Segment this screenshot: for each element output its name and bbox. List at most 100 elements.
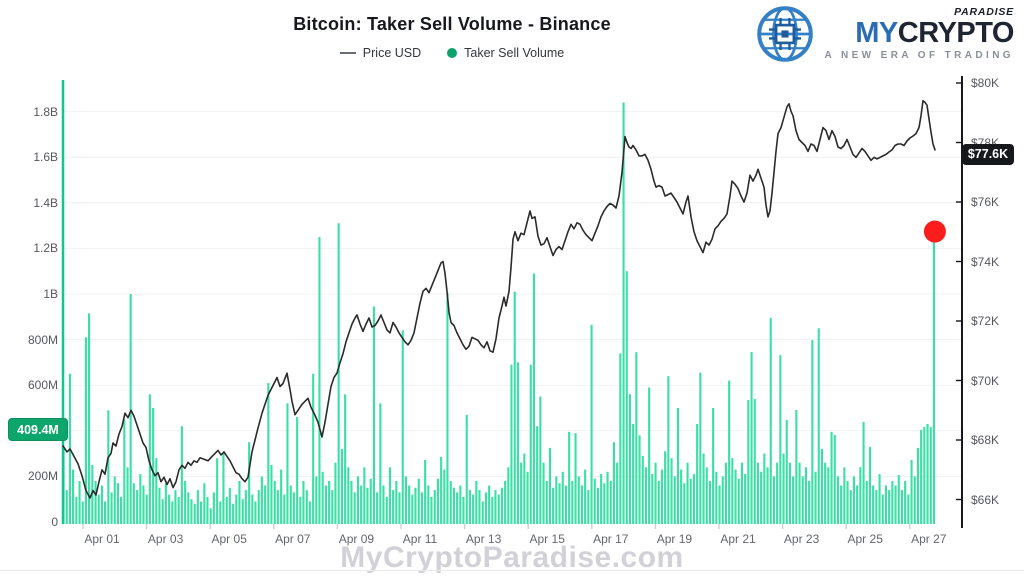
volume-bar (315, 476, 318, 524)
volume-bar (91, 465, 94, 524)
volume-bar (804, 467, 807, 524)
legend-item-volume[interactable]: Taker Sell Volume (447, 46, 564, 60)
volume-bar (94, 481, 97, 524)
volume-bar (161, 499, 164, 524)
volume-dot-swatch-icon (447, 48, 458, 58)
volume-bar (897, 475, 900, 524)
volume-bar (363, 467, 366, 524)
volume-bar (190, 499, 193, 524)
volume-bar (785, 420, 788, 524)
volume-bar (382, 485, 385, 524)
volume-bar (910, 460, 913, 524)
volume-bar (126, 467, 129, 524)
volume-bar (232, 503, 235, 524)
volume-bar (846, 481, 849, 524)
volume-bar (260, 476, 263, 524)
volume-bar (452, 487, 455, 524)
volume-bar (392, 490, 395, 524)
volume-bar (536, 426, 539, 524)
volume-bar (888, 490, 891, 524)
volume-bar (840, 485, 843, 524)
volume-bar (856, 485, 859, 524)
volume-bar (798, 462, 801, 524)
volume-bar (859, 467, 862, 524)
volume-bar (833, 434, 836, 524)
volume-bar (324, 485, 327, 524)
volume-bar (196, 490, 199, 524)
volume-bar (100, 485, 103, 524)
volume-bar (312, 373, 315, 524)
volume-bar (852, 476, 855, 524)
volume-axis-label: 600M (27, 378, 58, 393)
volume-bar (516, 362, 519, 524)
volume-bar (820, 449, 823, 524)
volume-bar (248, 442, 251, 524)
volume-bar (667, 376, 670, 524)
volume-bar (481, 501, 484, 524)
volume-bar (289, 485, 292, 524)
volume-bar (107, 410, 110, 524)
volume-bar (84, 337, 87, 524)
brand-my: MY (855, 16, 898, 49)
volume-bar (680, 469, 683, 524)
volume-bar (164, 483, 167, 524)
volume-bar (740, 462, 743, 524)
volume-bar (430, 496, 433, 524)
volume-bar (465, 414, 468, 524)
volume-bar (305, 490, 308, 524)
date-axis-label: Apr 13 (465, 532, 502, 546)
date-axis-label: Apr 25 (847, 532, 883, 546)
volume-bar (792, 476, 795, 524)
volume-bar (577, 476, 580, 524)
volume-bar (302, 481, 305, 524)
volume-bar (238, 481, 241, 524)
volume-bar (136, 490, 139, 524)
volume-bar (843, 467, 846, 524)
volume-bar (600, 474, 603, 524)
volume-bar (228, 487, 231, 524)
volume-bar (158, 487, 161, 524)
volume-bar (376, 492, 379, 524)
volume-bar (372, 306, 375, 524)
volume-bar (72, 469, 75, 524)
volume-bar (708, 481, 711, 524)
volume-bar (299, 496, 302, 524)
volume-axis-label: 1.2B (33, 241, 58, 256)
volume-bar (756, 462, 759, 524)
volume-bar (369, 478, 372, 524)
volume-bar (904, 481, 907, 524)
volume-bar (433, 490, 436, 524)
legend-item-price[interactable]: Price USD (339, 46, 421, 60)
volume-bar (702, 453, 705, 524)
volume-bar (769, 317, 772, 524)
volume-bar (209, 508, 212, 524)
volume-bar (619, 353, 622, 524)
date-axis-label: Apr 07 (275, 532, 311, 546)
volume-bar (520, 462, 523, 524)
volume-bar (814, 471, 817, 524)
volume-bar (862, 421, 865, 524)
volume-bar (206, 496, 209, 524)
volume-bar (868, 447, 871, 524)
volume-bar (88, 313, 91, 524)
price-axis-label: $70K (971, 373, 1000, 388)
volume-bar (929, 426, 932, 524)
volume-bar (612, 442, 615, 524)
volume-bar (148, 394, 151, 524)
volume-bar (494, 490, 497, 524)
volume-axis-label: 0 (51, 515, 58, 529)
volume-bar (478, 490, 481, 524)
volume-bar (548, 447, 551, 524)
volume-bar (721, 476, 724, 524)
volume-bar (254, 501, 257, 524)
volume-bar (683, 483, 686, 524)
volume-bar (926, 424, 929, 524)
price-axis-label: $68K (971, 433, 1000, 447)
volume-bar (116, 483, 119, 524)
volume-bar (328, 481, 331, 524)
volume-bar (529, 364, 532, 524)
legend: Price USD Taker Sell Volume (0, 46, 904, 60)
volume-bar (174, 490, 177, 524)
volume-bar (436, 478, 439, 524)
